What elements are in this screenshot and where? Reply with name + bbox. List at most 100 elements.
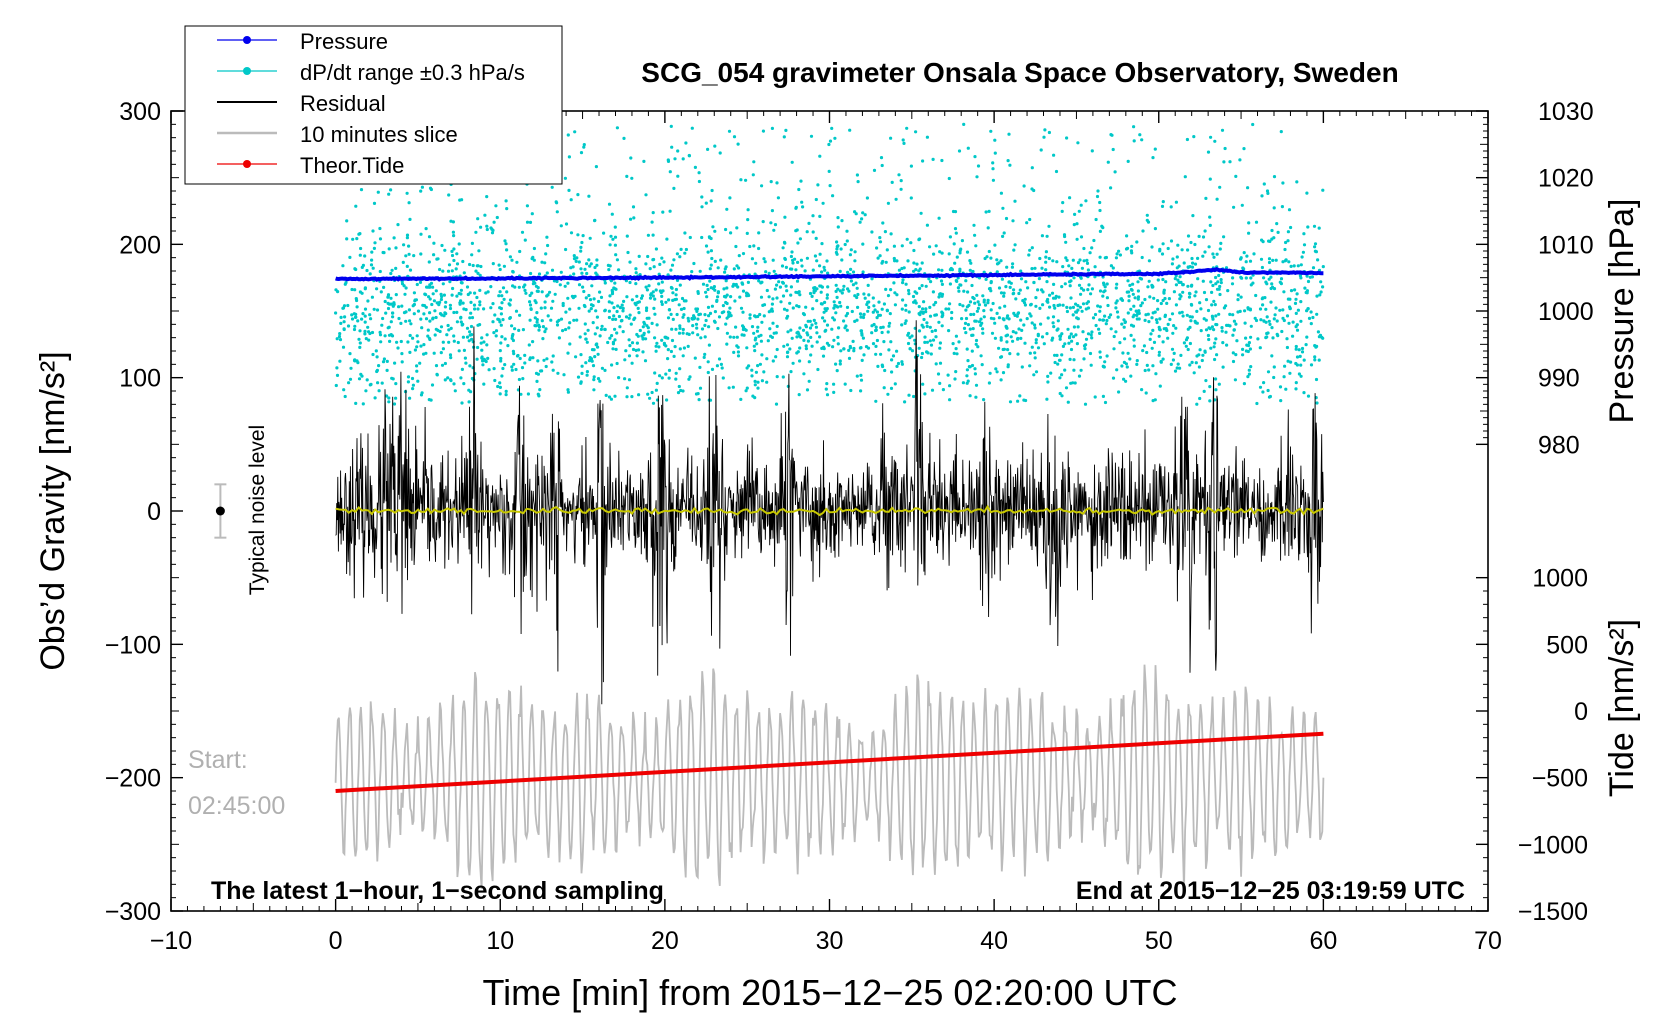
- dpdt-point: [576, 193, 580, 197]
- dpdt-point: [1019, 336, 1023, 340]
- dpdt-point: [618, 325, 622, 329]
- dpdt-point: [385, 394, 389, 398]
- dpdt-point: [1249, 276, 1253, 280]
- dpdt-point: [1061, 344, 1065, 348]
- dpdt-point: [805, 388, 810, 392]
- dpdt-point: [832, 382, 836, 386]
- x-tick-label: 70: [1474, 927, 1502, 955]
- dpdt-point: [498, 349, 502, 353]
- dpdt-point: [760, 184, 764, 188]
- dpdt-point: [603, 309, 607, 313]
- dpdt-point: [1068, 284, 1072, 288]
- dpdt-point: [1007, 317, 1011, 321]
- dpdt-point: [672, 186, 676, 190]
- dpdt-point: [359, 188, 364, 192]
- dpdt-point: [832, 300, 836, 304]
- dpdt-point: [1160, 252, 1165, 256]
- legend-item-slice: 10 minutes slice: [217, 122, 458, 147]
- dpdt-point: [1244, 336, 1248, 340]
- dpdt-point: [861, 211, 865, 215]
- dpdt-point: [1295, 323, 1299, 327]
- dpdt-point: [1225, 343, 1229, 347]
- dpdt-point: [914, 301, 918, 305]
- dpdt-point: [588, 298, 593, 302]
- dpdt-point: [769, 309, 773, 313]
- dpdt-point: [815, 287, 819, 291]
- dpdt-point: [1315, 294, 1319, 298]
- dpdt-point: [1198, 348, 1202, 352]
- dpdt-point: [1140, 138, 1144, 142]
- dpdt-point: [1166, 322, 1170, 326]
- dpdt-point: [918, 286, 922, 290]
- dpdt-point: [587, 258, 591, 262]
- dpdt-point: [810, 323, 814, 327]
- dpdt-point: [543, 306, 547, 310]
- dpdt-point: [475, 264, 479, 268]
- dpdt-point: [771, 321, 775, 325]
- dpdt-point: [449, 219, 453, 223]
- dpdt-point: [790, 336, 794, 340]
- dpdt-point: [923, 340, 927, 344]
- dpdt-point: [1143, 297, 1147, 302]
- dpdt-point: [982, 270, 986, 274]
- dpdt-point: [970, 363, 975, 368]
- dpdt-point: [674, 287, 679, 292]
- end-time-note: End at 2015−12−25 03:19:59 UTC: [1076, 877, 1465, 905]
- dpdt-point: [691, 331, 695, 335]
- dpdt-point: [803, 269, 807, 273]
- dpdt-point: [1028, 364, 1032, 368]
- dpdt-point: [989, 316, 994, 320]
- dpdt-point: [337, 334, 342, 339]
- dpdt-point: [1068, 196, 1072, 200]
- dpdt-point: [419, 393, 424, 397]
- dpdt-point: [1139, 304, 1143, 308]
- dpdt-point: [1128, 283, 1132, 287]
- dpdt-point: [460, 367, 464, 371]
- dpdt-point: [446, 376, 450, 380]
- dpdt-point: [629, 217, 633, 221]
- dpdt-point: [1139, 277, 1144, 281]
- dpdt-point: [439, 325, 444, 329]
- dpdt-point: [676, 391, 681, 395]
- dpdt-point: [832, 390, 836, 394]
- dpdt-point: [522, 285, 526, 289]
- dpdt-point: [523, 288, 527, 292]
- dpdt-point: [608, 264, 612, 268]
- dpdt-point: [1246, 375, 1250, 379]
- dpdt-point: [706, 147, 710, 151]
- dpdt-point: [654, 388, 659, 392]
- dpdt-point: [408, 319, 412, 323]
- dpdt-point: [921, 382, 925, 386]
- dpdt-point: [485, 224, 489, 228]
- dpdt-point: [1303, 286, 1307, 290]
- dpdt-point: [731, 284, 735, 288]
- dpdt-point: [696, 333, 700, 337]
- dpdt-point: [1200, 358, 1204, 363]
- dpdt-point: [372, 246, 376, 250]
- dpdt-point: [476, 345, 480, 350]
- dpdt-point: [1190, 256, 1194, 261]
- dpdt-point: [755, 342, 759, 346]
- dpdt-point: [900, 360, 904, 364]
- dpdt-point: [982, 398, 986, 402]
- dpdt-point: [445, 333, 449, 337]
- dpdt-point: [845, 328, 849, 332]
- dpdt-point: [353, 358, 357, 362]
- legend: Pressure dP/dt range ±0.3 hPa/s Residual…: [184, 25, 563, 185]
- dpdt-point: [440, 363, 445, 367]
- dpdt-point: [375, 369, 379, 374]
- dpdt-point: [1233, 378, 1237, 382]
- dpdt-point: [1260, 265, 1264, 270]
- dpdt-point: [861, 336, 866, 340]
- dpdt-point: [1271, 258, 1275, 262]
- dpdt-point: [354, 204, 358, 208]
- dpdt-point: [1270, 354, 1274, 358]
- dpdt-point: [452, 339, 456, 343]
- dpdt-point: [537, 323, 541, 327]
- dpdt-point: [1050, 291, 1055, 295]
- dpdt-point: [1060, 209, 1064, 213]
- dpdt-point: [1309, 322, 1313, 326]
- dpdt-point: [1226, 289, 1230, 293]
- dpdt-point: [969, 261, 973, 265]
- dpdt-point: [397, 316, 401, 321]
